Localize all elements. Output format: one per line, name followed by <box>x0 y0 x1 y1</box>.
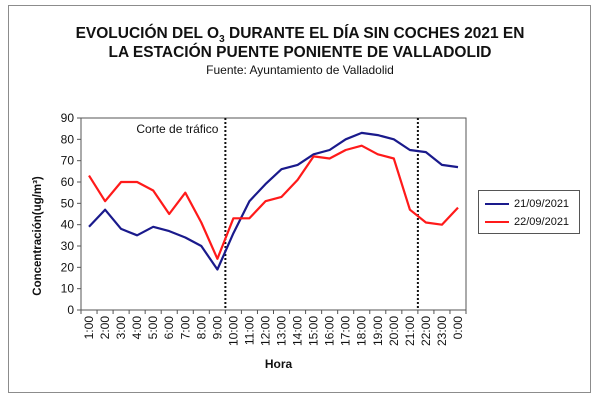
legend-swatch-series-2 <box>485 221 509 223</box>
x-tick-label: 21:00 <box>403 316 417 346</box>
x-tick-label: 12:00 <box>258 316 272 346</box>
y-tick-label: 70 <box>61 154 75 168</box>
x-tick-label: 10:00 <box>226 316 240 346</box>
annotation-traffic-cut: Corte de tráfico <box>136 122 218 136</box>
legend-label-series-1: 21/09/2021 <box>514 198 570 210</box>
y-tick-label: 30 <box>61 239 75 253</box>
x-tick-label: 16:00 <box>323 316 337 346</box>
x-tick-label: 2:00 <box>98 316 112 340</box>
x-tick-label: 13:00 <box>275 316 289 346</box>
x-tick-label: 6:00 <box>162 316 176 340</box>
x-tick-label: 3:00 <box>114 316 128 340</box>
x-tick-label: 23:00 <box>435 316 449 346</box>
legend-label-series-2: 22/09/2021 <box>514 216 570 228</box>
plot-area <box>80 117 467 311</box>
y-tick-label: 40 <box>61 218 75 232</box>
x-tick-label: 17:00 <box>339 316 353 346</box>
x-axis-label: Hora <box>265 357 293 371</box>
x-tick-label: 0:00 <box>451 316 465 340</box>
legend-swatch-series-1 <box>485 203 509 205</box>
chart-title-line-1: EVOLUCIÓN DEL O3 DURANTE EL DÍA SIN COCH… <box>75 25 525 46</box>
series-line-1 <box>88 131 459 271</box>
y-tick-label: 60 <box>61 175 75 189</box>
x-tick-label: 8:00 <box>194 316 208 340</box>
chart-subtitle: Fuente: Ayuntamiento de Valladolid <box>206 63 394 77</box>
x-tick-label: 15:00 <box>307 316 321 346</box>
y-tick-label: 20 <box>61 260 75 274</box>
legend: 21/09/2021 22/09/2021 <box>478 190 580 234</box>
x-tick-label: 9:00 <box>210 316 224 340</box>
chart-title-line-2: LA ESTACIÓN PUENTE PONIENTE DE VALLADOLI… <box>108 44 492 61</box>
y-tick-label: 90 <box>61 111 75 125</box>
x-tick-label: 22:00 <box>419 316 433 346</box>
legend-item-series-2: 22/09/2021 <box>485 214 569 230</box>
x-tick-label: 1:00 <box>82 316 96 340</box>
x-tick-label: 18:00 <box>355 316 369 346</box>
x-tick-label: 19:00 <box>371 316 385 346</box>
x-tick-label: 14:00 <box>291 316 305 346</box>
y-tick-label: 80 <box>61 132 75 146</box>
x-tick-label: 7:00 <box>178 316 192 340</box>
x-tick-label: 20:00 <box>387 316 401 346</box>
y-tick-label: 50 <box>61 196 75 210</box>
x-tick-label: 11:00 <box>242 316 256 345</box>
y-tick-label: 0 <box>67 303 74 317</box>
y-axis-label: Concentración(ug/m³) <box>32 176 44 296</box>
series-line-2 <box>88 144 459 260</box>
legend-item-series-1: 21/09/2021 <box>485 196 569 212</box>
x-tick-label: 4:00 <box>130 316 144 340</box>
y-tick-label: 10 <box>61 282 75 296</box>
x-tick-label: 5:00 <box>146 316 160 340</box>
